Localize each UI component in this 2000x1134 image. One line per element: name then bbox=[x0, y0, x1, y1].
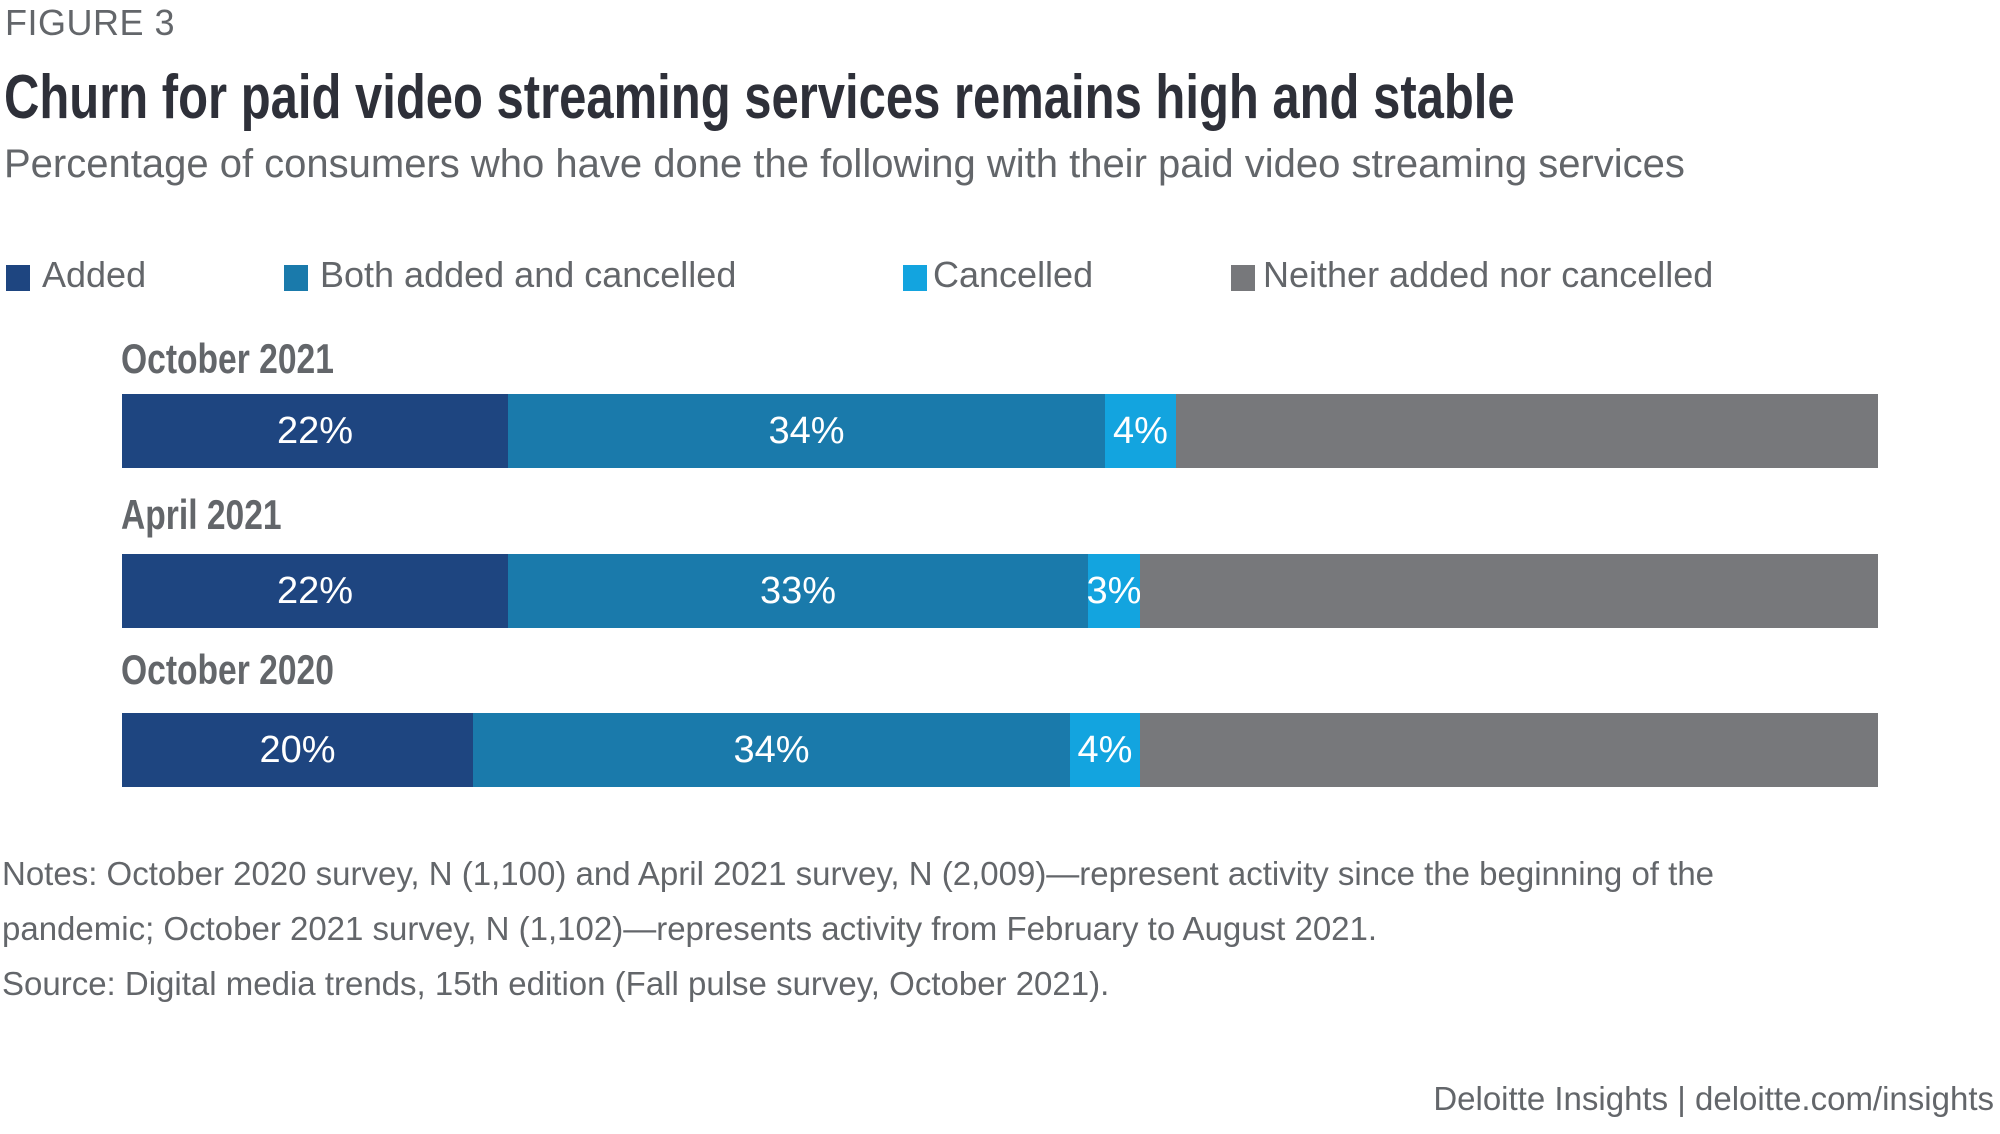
bar-row: 22% 34% 4% bbox=[122, 394, 1878, 468]
data-label: 4% bbox=[1113, 409, 1168, 452]
bar-segment-neither bbox=[1140, 713, 1878, 787]
chart-subtitle: Percentage of consumers who have done th… bbox=[4, 142, 1685, 186]
bar-segment-added bbox=[122, 554, 508, 628]
legend-label: Both added and cancelled bbox=[320, 254, 737, 295]
data-label: 33% bbox=[759, 569, 837, 612]
bar-segment-added bbox=[122, 394, 508, 468]
legend-swatch-cancelled bbox=[903, 265, 927, 291]
footer-credit: Deloitte Insights | deloitte.com/insight… bbox=[1433, 1080, 1994, 1117]
source-line: Source: Digital media trends, 15th editi… bbox=[2, 965, 1110, 1002]
bar-segment-neither bbox=[1140, 554, 1878, 628]
bar-segment-cancelled bbox=[1105, 394, 1176, 468]
legend-item-added: Added bbox=[6, 254, 147, 295]
notes-line-1: Notes: October 2020 survey, N (1,100) an… bbox=[2, 855, 1715, 892]
data-label: 34% bbox=[768, 409, 845, 452]
bar-segment-both bbox=[508, 394, 1105, 468]
legend-swatch-both bbox=[284, 265, 308, 291]
legend-item-both: Both added and cancelled bbox=[284, 254, 737, 295]
bar-segment-cancelled bbox=[1088, 554, 1140, 628]
category-label: October 2020 bbox=[121, 646, 334, 693]
bar-segment-neither bbox=[1176, 394, 1878, 468]
legend-label: Added bbox=[42, 254, 147, 295]
notes-line-2: pandemic; October 2021 survey, N (1,102)… bbox=[2, 910, 1378, 947]
data-label: 20% bbox=[259, 728, 336, 771]
category-label: April 2021 bbox=[121, 491, 282, 538]
bar-segment-both bbox=[508, 554, 1088, 628]
data-label: 22% bbox=[276, 409, 354, 452]
bar-row: 22% 33% 3% bbox=[122, 554, 1878, 628]
legend-label: Neither added nor cancelled bbox=[1263, 254, 1714, 295]
data-label: 4% bbox=[1077, 728, 1133, 771]
category-label: October 2021 bbox=[121, 335, 334, 382]
figure-label: FIGURE 3 bbox=[5, 2, 176, 43]
bar-segment-added bbox=[122, 713, 473, 787]
data-label: 22% bbox=[276, 569, 354, 612]
chart-title: Churn for paid video streaming services … bbox=[4, 63, 1515, 132]
legend-swatch-neither bbox=[1231, 265, 1255, 291]
bar-segment-both bbox=[473, 713, 1070, 787]
data-label: 34% bbox=[733, 728, 810, 771]
bar-segment-cancelled bbox=[1070, 713, 1140, 787]
bar-row: 20% 34% 4% bbox=[122, 713, 1878, 787]
legend-item-cancelled: Cancelled bbox=[903, 254, 1094, 295]
data-label: 3% bbox=[1086, 569, 1142, 612]
legend-swatch-added bbox=[6, 265, 30, 291]
legend-label: Cancelled bbox=[933, 254, 1094, 295]
legend-item-neither: Neither added nor cancelled bbox=[1231, 254, 1714, 295]
